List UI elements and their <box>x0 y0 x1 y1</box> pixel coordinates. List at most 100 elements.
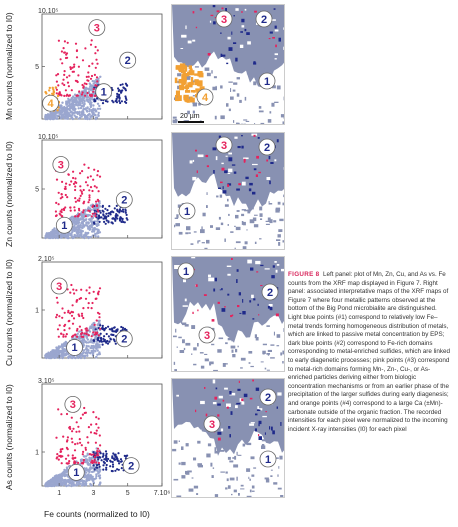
matrix-speckle <box>197 343 199 347</box>
y-axis-top-label: 2.10⁵ <box>38 256 55 263</box>
domain-2-spot <box>271 426 273 431</box>
matrix-speckle <box>183 347 186 351</box>
matrix-speckle <box>265 220 271 222</box>
matrix-speckle <box>217 349 222 353</box>
point-series-2 <box>113 207 116 210</box>
point-series-1 <box>55 354 58 357</box>
matrix-speckle <box>181 446 184 450</box>
point-series-1 <box>47 480 51 483</box>
point-series-2 <box>120 220 123 223</box>
point-series-4 <box>52 91 56 94</box>
matrix-hole <box>183 279 186 283</box>
y-tick-label: 5 <box>35 187 39 194</box>
point-series-3 <box>94 441 97 444</box>
point-series-1 <box>64 235 68 238</box>
point-series-3 <box>85 289 88 292</box>
point-series-1 <box>58 108 61 111</box>
point-series-2 <box>101 205 104 208</box>
point-series-1 <box>51 481 55 484</box>
point-series-3 <box>70 89 73 92</box>
point-series-2 <box>119 101 122 105</box>
matrix-hole <box>243 157 249 160</box>
point-series-1 <box>88 224 92 228</box>
point-series-2 <box>109 337 112 340</box>
point-series-3 <box>95 423 98 426</box>
point-series-3 <box>93 73 96 76</box>
matrix-speckle <box>206 205 208 208</box>
cluster-label-4: 4 <box>42 94 59 112</box>
domain-2-spot <box>233 171 237 174</box>
matrix-speckle <box>283 116 284 119</box>
y-axis-ticks: 5 <box>35 64 45 71</box>
matrix-speckle <box>184 324 189 327</box>
point-series-1 <box>72 483 75 486</box>
point-series-1 <box>78 330 81 333</box>
point-series-3 <box>55 92 58 95</box>
point-series-2 <box>95 466 98 469</box>
domain-2-spot <box>257 137 260 139</box>
point-series-3 <box>91 461 94 465</box>
point-series-1 <box>96 323 99 327</box>
point-series-3 <box>73 449 77 452</box>
point-series-3 <box>96 174 99 177</box>
point-series-1 <box>87 236 91 239</box>
matrix-speckle <box>204 67 210 71</box>
point-series-3 <box>71 304 74 307</box>
point-series-2 <box>96 456 99 459</box>
domain-2-spot <box>242 299 244 303</box>
matrix-speckle <box>181 321 183 324</box>
point-series-1 <box>97 114 100 118</box>
point-series-2 <box>125 213 128 216</box>
point-series-1 <box>71 231 74 234</box>
point-series-1 <box>77 481 81 484</box>
matrix-speckle <box>244 123 246 124</box>
matrix-speckle <box>276 345 280 347</box>
point-series-3 <box>68 426 71 429</box>
matrix-speckle <box>192 102 198 104</box>
matrix-speckle <box>200 365 205 369</box>
matrix-speckle <box>285 106 286 107</box>
point-series-1 <box>57 345 61 348</box>
point-series-3 <box>65 76 69 79</box>
matrix-speckle <box>229 477 235 481</box>
domain-2-spot <box>256 409 261 411</box>
point-series-3 <box>95 429 98 432</box>
domain-2-spot <box>228 157 233 162</box>
matrix-hole <box>274 261 277 263</box>
matrix-speckle <box>252 217 257 222</box>
point-series-2 <box>109 465 112 468</box>
matrix-speckle <box>260 361 264 363</box>
point-series-1 <box>45 484 48 487</box>
point-series-3 <box>60 462 63 465</box>
cluster-label-3: 3 <box>50 277 68 295</box>
matrix-speckle <box>211 343 215 346</box>
svg-text:2: 2 <box>261 14 267 26</box>
point-series-3 <box>88 194 91 197</box>
point-series-2 <box>103 335 106 338</box>
cluster-label-1: 1 <box>66 339 83 356</box>
matrix-speckle <box>264 67 266 70</box>
matrix-hole <box>274 53 278 56</box>
point-series-2 <box>119 217 122 220</box>
matrix-speckle <box>251 74 256 78</box>
matrix-hole <box>208 277 215 282</box>
domain-2-spot <box>229 434 231 438</box>
point-series-3 <box>55 80 58 83</box>
point-series-1 <box>54 351 57 355</box>
matrix-speckle <box>273 482 278 485</box>
point-series-2 <box>92 451 95 454</box>
point-series-3 <box>62 333 65 336</box>
point-series-3 <box>77 461 80 464</box>
matrix-speckle <box>209 361 214 365</box>
point-series-3 <box>87 166 90 169</box>
matrix-speckle <box>224 204 229 207</box>
svg-text:1: 1 <box>183 266 189 278</box>
point-series-2 <box>123 327 127 330</box>
point-series-3 <box>55 313 59 316</box>
matrix-hole <box>185 25 187 30</box>
point-series-3 <box>62 335 65 338</box>
matrix-hole <box>235 8 239 11</box>
matrix-speckle <box>250 456 255 460</box>
point-series-1 <box>60 343 64 346</box>
point-series-1 <box>92 104 95 107</box>
